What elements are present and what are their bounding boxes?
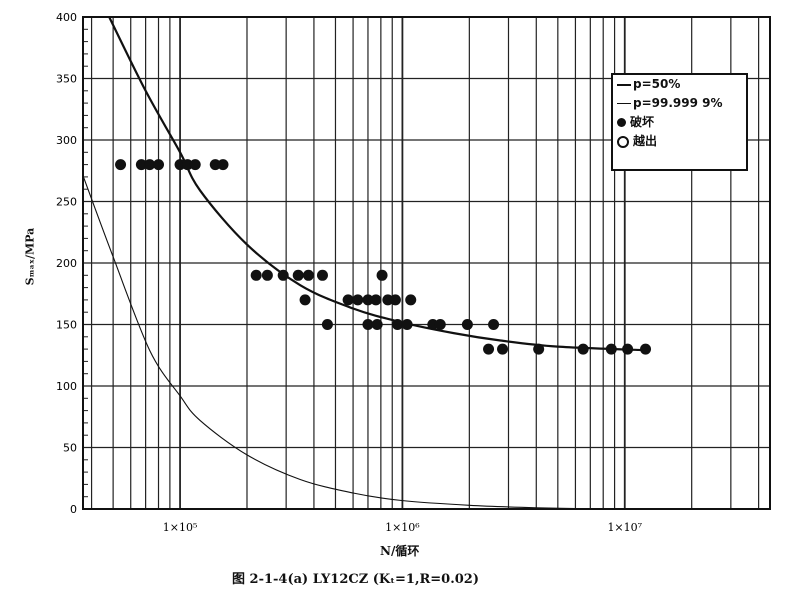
failure-point <box>342 294 354 306</box>
failure-point <box>321 319 333 330</box>
x-tick-label: 1×10⁶ <box>385 521 420 534</box>
failure-point <box>217 159 229 171</box>
failure-point <box>622 343 634 355</box>
failure-point <box>382 294 394 306</box>
y-tick-label: 400 <box>56 11 77 24</box>
failure-point <box>497 343 509 355</box>
legend: p=50% p=99.999 9% 破坏 越出 <box>611 73 748 171</box>
x-axis-label: N/循环 <box>380 544 420 558</box>
failure-point <box>189 159 201 171</box>
failure-point <box>605 343 617 355</box>
failure-point <box>302 269 314 281</box>
failure-point <box>135 159 147 171</box>
filled-circle-icon <box>617 118 626 127</box>
failure-point <box>362 319 374 330</box>
curve-p999999 <box>82 175 604 510</box>
legend-entry-runout: 越出 <box>613 132 746 151</box>
failure-point <box>434 319 446 330</box>
failure-point <box>299 294 311 306</box>
failure-point <box>352 294 364 306</box>
figure-caption: 图 2-1-4(a) LY12CZ (Kₜ=1,R=0.02) <box>232 572 479 587</box>
failure-point <box>316 269 328 281</box>
failure-point <box>261 269 273 281</box>
thin-line-icon <box>617 103 631 104</box>
legend-entry-failure: 破坏 <box>613 113 746 132</box>
failure-point <box>153 159 165 171</box>
plot-frame <box>82 16 771 510</box>
failure-point <box>277 269 289 281</box>
y-tick-label: 250 <box>56 196 77 209</box>
failure-point <box>144 159 156 171</box>
x-tick-label: 1×10⁷ <box>607 521 642 534</box>
failure-point <box>577 343 589 355</box>
y-tick-label: 200 <box>56 257 77 270</box>
y-tick-label: 100 <box>56 380 77 393</box>
failure-point <box>401 319 413 330</box>
failure-point <box>115 159 127 171</box>
legend-entry-p50: p=50% <box>613 75 746 94</box>
failure-point <box>391 319 403 330</box>
failure-point <box>483 343 495 355</box>
failure-point <box>362 294 374 306</box>
curve-p50 <box>108 16 651 352</box>
failure-point <box>209 159 221 171</box>
failure-point <box>371 319 383 330</box>
thick-line-icon <box>617 83 631 86</box>
failure-point <box>533 343 545 355</box>
failure-point <box>640 343 652 355</box>
y-axis-label: Sₘₐₓ/MPa <box>23 227 37 286</box>
failure-point <box>250 269 262 281</box>
failure-point <box>292 269 304 281</box>
axes: 0 50 100 150 200 250 300 350 400 1×10⁵ 1×10⁶ 1×10⁷ <box>56 11 771 534</box>
failure-point <box>488 319 500 330</box>
y-tick-label: 150 <box>56 319 77 332</box>
y-tick-label: 300 <box>56 134 77 147</box>
x-tick-label: 1×10⁵ <box>163 521 198 534</box>
open-circle-icon <box>617 135 629 148</box>
failure-point <box>461 319 473 330</box>
y-tick-label: 50 <box>63 442 77 455</box>
failure-point <box>389 294 401 306</box>
y-tick-label: 0 <box>70 503 77 516</box>
legend-entry-p999999: p=99.999 9% <box>613 94 746 113</box>
failure-point <box>376 269 388 281</box>
failure-point <box>370 294 382 306</box>
failure-point <box>405 294 417 306</box>
data-points <box>115 159 652 355</box>
y-tick-label: 350 <box>56 73 77 86</box>
curves <box>82 16 651 510</box>
failure-point <box>181 159 193 171</box>
